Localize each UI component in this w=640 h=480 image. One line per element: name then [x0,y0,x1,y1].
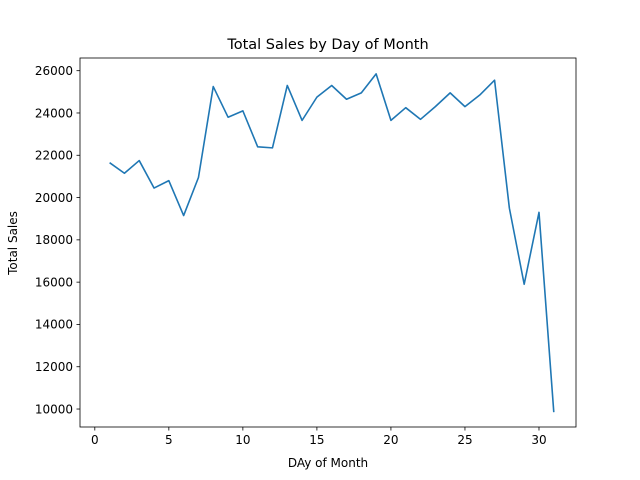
y-tick-label: 24000 [35,106,73,120]
y-axis-label: Total Sales [6,211,20,276]
plot-series [109,73,555,413]
x-tick-label: 10 [235,433,250,447]
x-tick-label: 25 [457,433,472,447]
y-tick-label: 18000 [35,233,73,247]
x-tick-label: 30 [531,433,546,447]
y-tick-label: 16000 [35,275,73,289]
x-tick-label: 0 [91,433,99,447]
y-tick-label: 12000 [35,360,73,374]
y-tick-label: 10000 [35,402,73,416]
x-axis-label: DAy of Month [288,456,368,470]
y-axis: 10000 12000 14000 16000 18000 20000 22000 24000… [35,64,80,416]
x-tick-label: 5 [165,433,173,447]
series-line [109,73,555,413]
x-axis: 0 5 10 15 20 25 30 [91,427,547,447]
y-tick-label: 26000 [35,64,73,78]
plot-frame [79,57,577,428]
y-tick-label: 20000 [35,191,73,205]
x-tick-label: 15 [309,433,324,447]
y-tick-label: 22000 [35,149,73,163]
x-tick-label: 20 [383,433,398,447]
chart-title: Total Sales by Day of Month [226,37,428,53]
y-tick-label: 14000 [35,318,73,332]
